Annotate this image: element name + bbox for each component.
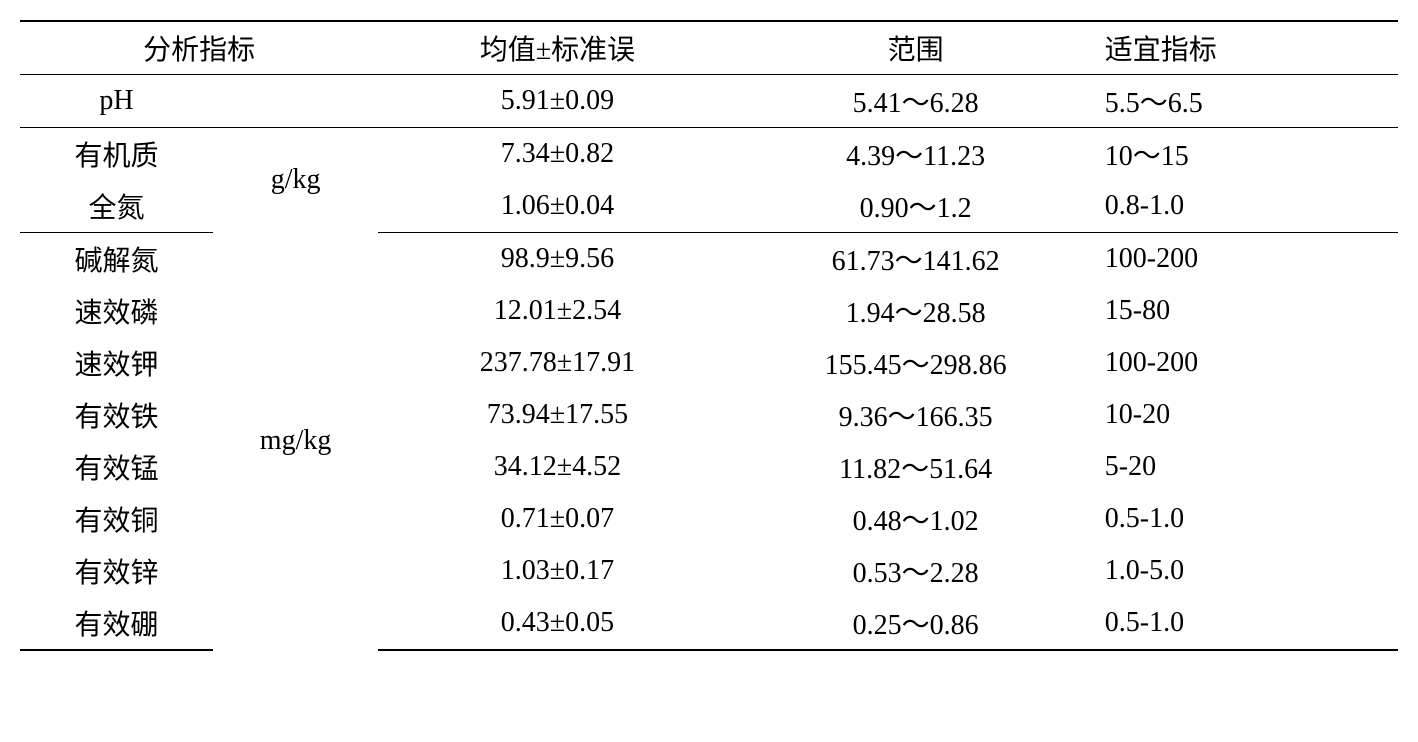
cell-param: 有效铜 — [20, 493, 213, 545]
cell-mean: 12.01±2.54 — [378, 285, 736, 337]
cell-range: 5.41～6.28 — [737, 75, 1095, 128]
cell-unit-gkg: g/kg — [213, 128, 378, 233]
soil-analysis-table: 分析指标 均值±标准误 范围 适宜指标 pH 5.91±0.09 5.41～6.… — [20, 20, 1398, 651]
cell-ref: 100-200 — [1095, 337, 1398, 389]
cell-param: 有机质 — [20, 128, 213, 181]
header-mean: 均值±标准误 — [378, 21, 736, 75]
cell-range: 1.94～28.58 — [737, 285, 1095, 337]
cell-range: 4.39～11.23 — [737, 128, 1095, 181]
header-range: 范围 — [737, 21, 1095, 75]
cell-mean: 1.03±0.17 — [378, 545, 736, 597]
cell-param: 碱解氮 — [20, 233, 213, 286]
cell-range: 0.90～1.2 — [737, 180, 1095, 233]
cell-range: 0.48～1.02 — [737, 493, 1095, 545]
cell-mean: 1.06±0.04 — [378, 180, 736, 233]
cell-param: 速效磷 — [20, 285, 213, 337]
cell-mean: 0.71±0.07 — [378, 493, 736, 545]
table-row: pH 5.91±0.09 5.41～6.28 5.5～6.5 — [20, 75, 1398, 128]
cell-param: 全氮 — [20, 180, 213, 233]
cell-param: 有效锰 — [20, 441, 213, 493]
cell-mean: 237.78±17.91 — [378, 337, 736, 389]
cell-ref: 0.8-1.0 — [1095, 180, 1398, 233]
cell-ref: 10～15 — [1095, 128, 1398, 181]
table-header-row: 分析指标 均值±标准误 范围 适宜指标 — [20, 21, 1398, 75]
cell-ref: 15-80 — [1095, 285, 1398, 337]
cell-ref: 1.0-5.0 — [1095, 545, 1398, 597]
cell-param: pH — [20, 75, 213, 128]
cell-unit-mgkg: mg/kg — [213, 233, 378, 651]
cell-ref: 5.5～6.5 — [1095, 75, 1398, 128]
cell-range: 61.73～141.62 — [737, 233, 1095, 286]
cell-param: 速效钾 — [20, 337, 213, 389]
cell-ref: 100-200 — [1095, 233, 1398, 286]
cell-range: 0.53～2.28 — [737, 545, 1095, 597]
cell-ref: 0.5-1.0 — [1095, 597, 1398, 650]
cell-param: 有效铁 — [20, 389, 213, 441]
cell-unit — [213, 75, 378, 128]
cell-range: 9.36～166.35 — [737, 389, 1095, 441]
cell-mean: 0.43±0.05 — [378, 597, 736, 650]
table-row: 碱解氮 mg/kg 98.9±9.56 61.73～141.62 100-200 — [20, 233, 1398, 286]
cell-range: 155.45～298.86 — [737, 337, 1095, 389]
table-row: 有机质 g/kg 7.34±0.82 4.39～11.23 10～15 — [20, 128, 1398, 181]
cell-ref: 5-20 — [1095, 441, 1398, 493]
cell-mean: 73.94±17.55 — [378, 389, 736, 441]
cell-param: 有效锌 — [20, 545, 213, 597]
cell-range: 11.82～51.64 — [737, 441, 1095, 493]
cell-mean: 7.34±0.82 — [378, 128, 736, 181]
cell-mean: 5.91±0.09 — [378, 75, 736, 128]
cell-mean: 34.12±4.52 — [378, 441, 736, 493]
cell-ref: 0.5-1.0 — [1095, 493, 1398, 545]
cell-param: 有效硼 — [20, 597, 213, 650]
header-ref: 适宜指标 — [1095, 21, 1398, 75]
cell-ref: 10-20 — [1095, 389, 1398, 441]
cell-mean: 98.9±9.56 — [378, 233, 736, 286]
header-param: 分析指标 — [20, 21, 378, 75]
cell-range: 0.25～0.86 — [737, 597, 1095, 650]
